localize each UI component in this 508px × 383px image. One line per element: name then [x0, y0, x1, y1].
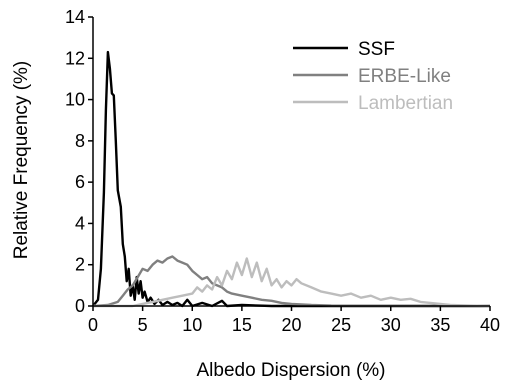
x-tick-label: 35 [430, 315, 450, 335]
axes-layer [92, 17, 490, 307]
legend: SSF ERBE-Like Lambertian [293, 39, 453, 114]
series-layer [92, 50, 491, 308]
x-axis-title: Albedo Dispersion (%) [196, 360, 385, 381]
y-tick-label: 4 [75, 213, 85, 233]
x-tick-label: 30 [381, 315, 401, 335]
y-tick-label: 2 [75, 255, 85, 275]
x-tick-label: 15 [232, 315, 252, 335]
y-axis-title: Relative Frequency (%) [11, 61, 32, 260]
x-tick-label: 25 [331, 315, 351, 335]
legend-label-2: ERBE-Like [358, 66, 451, 87]
y-tick-label: 6 [75, 172, 85, 192]
x-tick-label: 20 [281, 315, 301, 335]
x-tick-label: 5 [138, 315, 148, 335]
y-tick-label: 12 [65, 48, 85, 68]
y-tick-label: 14 [65, 7, 85, 27]
y-tick-label: 8 [75, 131, 85, 151]
x-tick-label: 0 [88, 315, 98, 335]
x-tick-label: 40 [480, 315, 500, 335]
y-tick-label: 0 [75, 296, 85, 316]
series-line-3 [93, 257, 491, 308]
legend-label-3: Lambertian [358, 93, 453, 114]
x-tick-label: 10 [182, 315, 202, 335]
ticks-layer: 0 2 4 6 8 10 12 14 0 5 10 15 20 25 30 35 40 [65, 7, 500, 335]
series-line-1 [92, 50, 490, 308]
legend-label-1: SSF [358, 39, 395, 60]
series-line-2 [92, 255, 491, 308]
y-tick-label: 10 [65, 90, 85, 110]
